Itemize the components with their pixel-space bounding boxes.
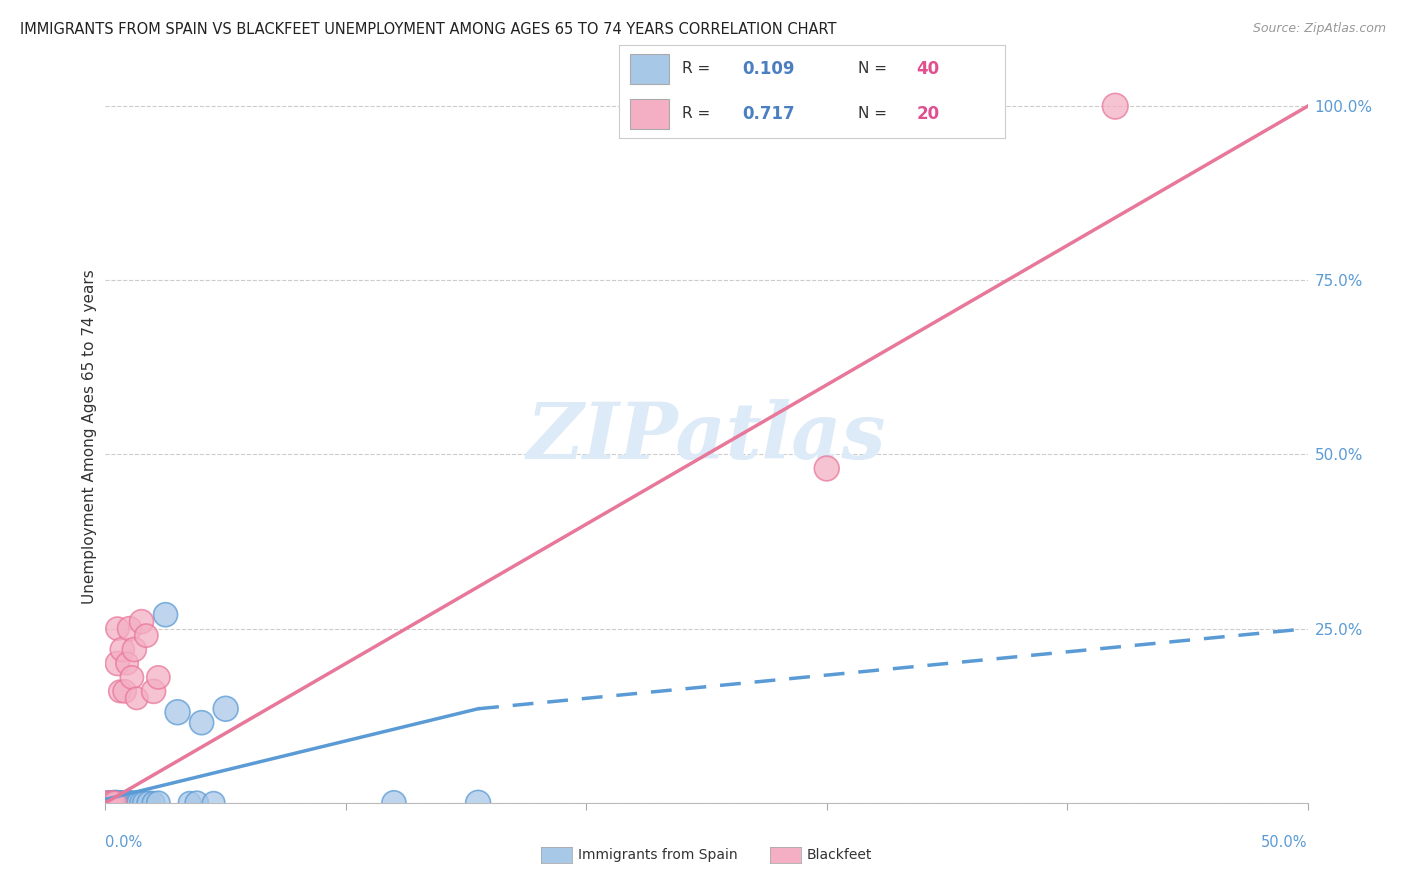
Text: Source: ZipAtlas.com: Source: ZipAtlas.com (1253, 22, 1386, 36)
Text: R =: R = (682, 62, 716, 77)
Point (107, 796, 129, 810)
Point (104, 796, 127, 810)
Point (179, 796, 201, 810)
Point (111, 642, 134, 657)
Text: 0.0%: 0.0% (105, 836, 142, 850)
Point (108, 684, 131, 698)
Text: R =: R = (682, 106, 716, 121)
Point (142, 796, 165, 810)
Point (101, 796, 124, 810)
Point (97, 796, 120, 810)
Point (104, 796, 127, 810)
Text: IMMIGRANTS FROM SPAIN VS BLACKFEET UNEMPLOYMENT AMONG AGES 65 TO 74 YEARS CORREL: IMMIGRANTS FROM SPAIN VS BLACKFEET UNEMP… (20, 22, 837, 37)
Point (114, 796, 136, 810)
Text: 20: 20 (917, 105, 939, 123)
FancyBboxPatch shape (630, 99, 669, 129)
Point (186, 796, 208, 810)
Point (202, 796, 225, 810)
Point (111, 796, 134, 810)
Point (107, 622, 129, 636)
Point (114, 684, 136, 698)
Point (132, 796, 155, 810)
Point (98, 796, 121, 810)
Point (138, 796, 160, 810)
Point (118, 622, 141, 636)
Text: 0.109: 0.109 (742, 60, 794, 78)
Point (124, 796, 146, 810)
Point (98, 796, 121, 810)
Point (107, 657, 129, 671)
Point (101, 796, 124, 810)
Point (214, 702, 236, 716)
Point (115, 657, 138, 671)
Point (382, 796, 405, 810)
Point (135, 629, 157, 643)
Point (131, 615, 153, 629)
Point (107, 796, 129, 810)
Point (108, 796, 131, 810)
Point (97, 796, 120, 810)
Point (131, 796, 153, 810)
Point (155, 607, 177, 622)
Point (121, 670, 143, 684)
Point (121, 796, 143, 810)
Point (101, 796, 124, 810)
Y-axis label: Unemployment Among Ages 65 to 74 years: Unemployment Among Ages 65 to 74 years (82, 269, 97, 605)
Point (108, 796, 131, 810)
Text: Immigrants from Spain: Immigrants from Spain (578, 848, 738, 863)
Text: Blackfeet: Blackfeet (807, 848, 872, 863)
FancyBboxPatch shape (630, 54, 669, 84)
Point (104, 796, 127, 810)
Text: N =: N = (858, 106, 893, 121)
Point (104, 796, 127, 810)
Point (107, 796, 129, 810)
Text: 0.717: 0.717 (742, 105, 794, 123)
Point (118, 796, 141, 810)
Text: N =: N = (858, 62, 893, 77)
Point (98, 796, 121, 810)
Point (115, 796, 138, 810)
Point (125, 691, 148, 706)
Point (111, 796, 134, 810)
Text: ZIPatlas: ZIPatlas (527, 399, 886, 475)
Point (1104, 99, 1126, 113)
Point (124, 642, 146, 657)
Point (148, 796, 170, 810)
Text: 40: 40 (917, 60, 939, 78)
Point (107, 796, 129, 810)
Text: 50.0%: 50.0% (1261, 836, 1308, 850)
Point (118, 796, 141, 810)
Point (166, 705, 188, 719)
Point (101, 796, 124, 810)
Point (815, 461, 838, 475)
Point (467, 796, 489, 810)
Point (148, 670, 170, 684)
Point (128, 796, 150, 810)
Point (190, 715, 212, 730)
Point (142, 684, 165, 698)
Point (104, 796, 127, 810)
Point (125, 796, 148, 810)
